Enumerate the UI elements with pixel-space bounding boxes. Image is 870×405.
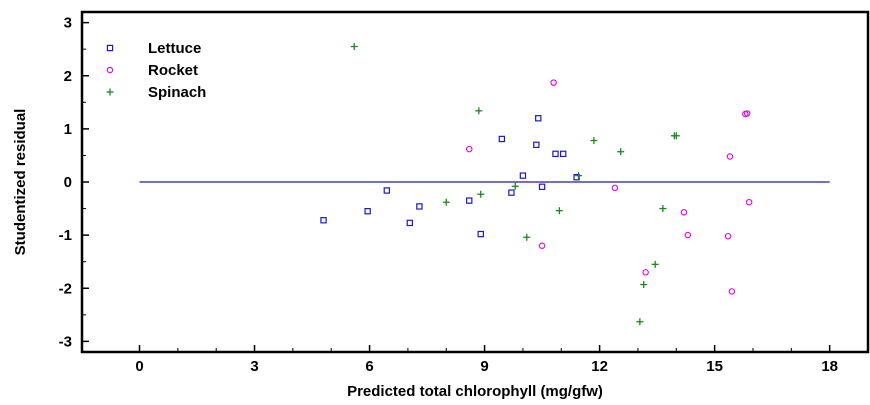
spinach-point	[590, 137, 598, 145]
lettuce-point	[406, 219, 414, 227]
series-lettuce	[320, 115, 580, 238]
x-tick-label: 3	[250, 358, 258, 375]
series-spinach	[350, 43, 680, 326]
data-points	[320, 43, 753, 326]
spinach-point	[636, 318, 644, 326]
spinach-point	[475, 107, 483, 115]
y-axis-ticks: -3 -2 -1 0 1 2 3	[59, 15, 89, 350]
rocket-point	[642, 269, 649, 276]
y-tick-label: -2	[59, 280, 72, 297]
lettuce-point	[552, 150, 559, 158]
lettuce-point	[320, 217, 327, 224]
spinach-point	[555, 207, 563, 215]
x-tick-label: 0	[135, 358, 143, 375]
legend-marker-spinach	[106, 88, 114, 96]
lettuce-point	[519, 172, 527, 179]
rocket-point	[465, 145, 473, 153]
spinach-point	[350, 43, 358, 51]
legend-label-rocket: Rocket	[148, 62, 198, 79]
spinach-point	[617, 148, 625, 156]
x-tick-label: 12	[591, 358, 608, 375]
lettuce-point	[477, 230, 484, 238]
rocket-point	[726, 153, 734, 160]
spinach-point	[659, 205, 667, 213]
x-axis-ticks: 0 3 6 9 12 15 18	[135, 345, 838, 375]
rocket-point	[680, 209, 688, 216]
x-tick-label: 9	[480, 358, 488, 375]
legend: Lettuce Rocket Spinach	[106, 40, 206, 101]
lettuce-point	[538, 183, 546, 190]
spinach-point	[511, 182, 519, 190]
x-tick-label: 18	[821, 358, 838, 375]
y-axis-title: Studentized residual	[12, 109, 29, 256]
rocket-point	[728, 288, 736, 295]
lettuce-point	[559, 150, 567, 158]
rocket-point	[724, 232, 732, 240]
y-tick-label: -3	[59, 333, 72, 350]
x-tick-label: 6	[365, 358, 373, 375]
rocket-point	[611, 184, 619, 192]
spinach-point	[442, 198, 450, 206]
lettuce-point	[535, 115, 542, 122]
legend-label-lettuce: Lettuce	[148, 40, 201, 57]
x-axis-title: Predicted total chlorophyll (mg/gfw)	[347, 383, 603, 400]
spinach-point	[523, 233, 531, 241]
lettuce-point	[533, 141, 540, 149]
legend-marker-lettuce	[106, 44, 114, 52]
lettuce-point	[508, 189, 515, 196]
spinach-point	[640, 281, 648, 289]
spinach-point	[651, 260, 659, 268]
legend-marker-rocket	[106, 66, 114, 74]
lettuce-point	[364, 208, 371, 215]
lettuce-point	[383, 187, 391, 194]
lettuce-point	[573, 174, 580, 181]
rocket-point	[684, 231, 692, 239]
rocket-point	[745, 198, 753, 206]
rocket-point	[538, 242, 546, 250]
legend-label-spinach: Spinach	[148, 84, 206, 101]
rocket-point	[550, 79, 557, 86]
lettuce-point	[498, 135, 506, 143]
lettuce-point	[416, 203, 423, 210]
spinach-point	[477, 190, 485, 198]
lettuce-point	[466, 197, 473, 204]
spinach-point	[672, 132, 680, 140]
y-tick-label: 0	[64, 174, 72, 191]
rocket-point	[743, 110, 751, 117]
y-tick-label: 2	[64, 68, 72, 85]
x-tick-label: 15	[706, 358, 723, 375]
y-tick-label: 3	[64, 15, 72, 32]
y-tick-label: -1	[59, 227, 72, 244]
y-tick-label: 1	[64, 121, 72, 138]
spinach-point	[575, 172, 583, 180]
series-rocket	[465, 79, 753, 295]
